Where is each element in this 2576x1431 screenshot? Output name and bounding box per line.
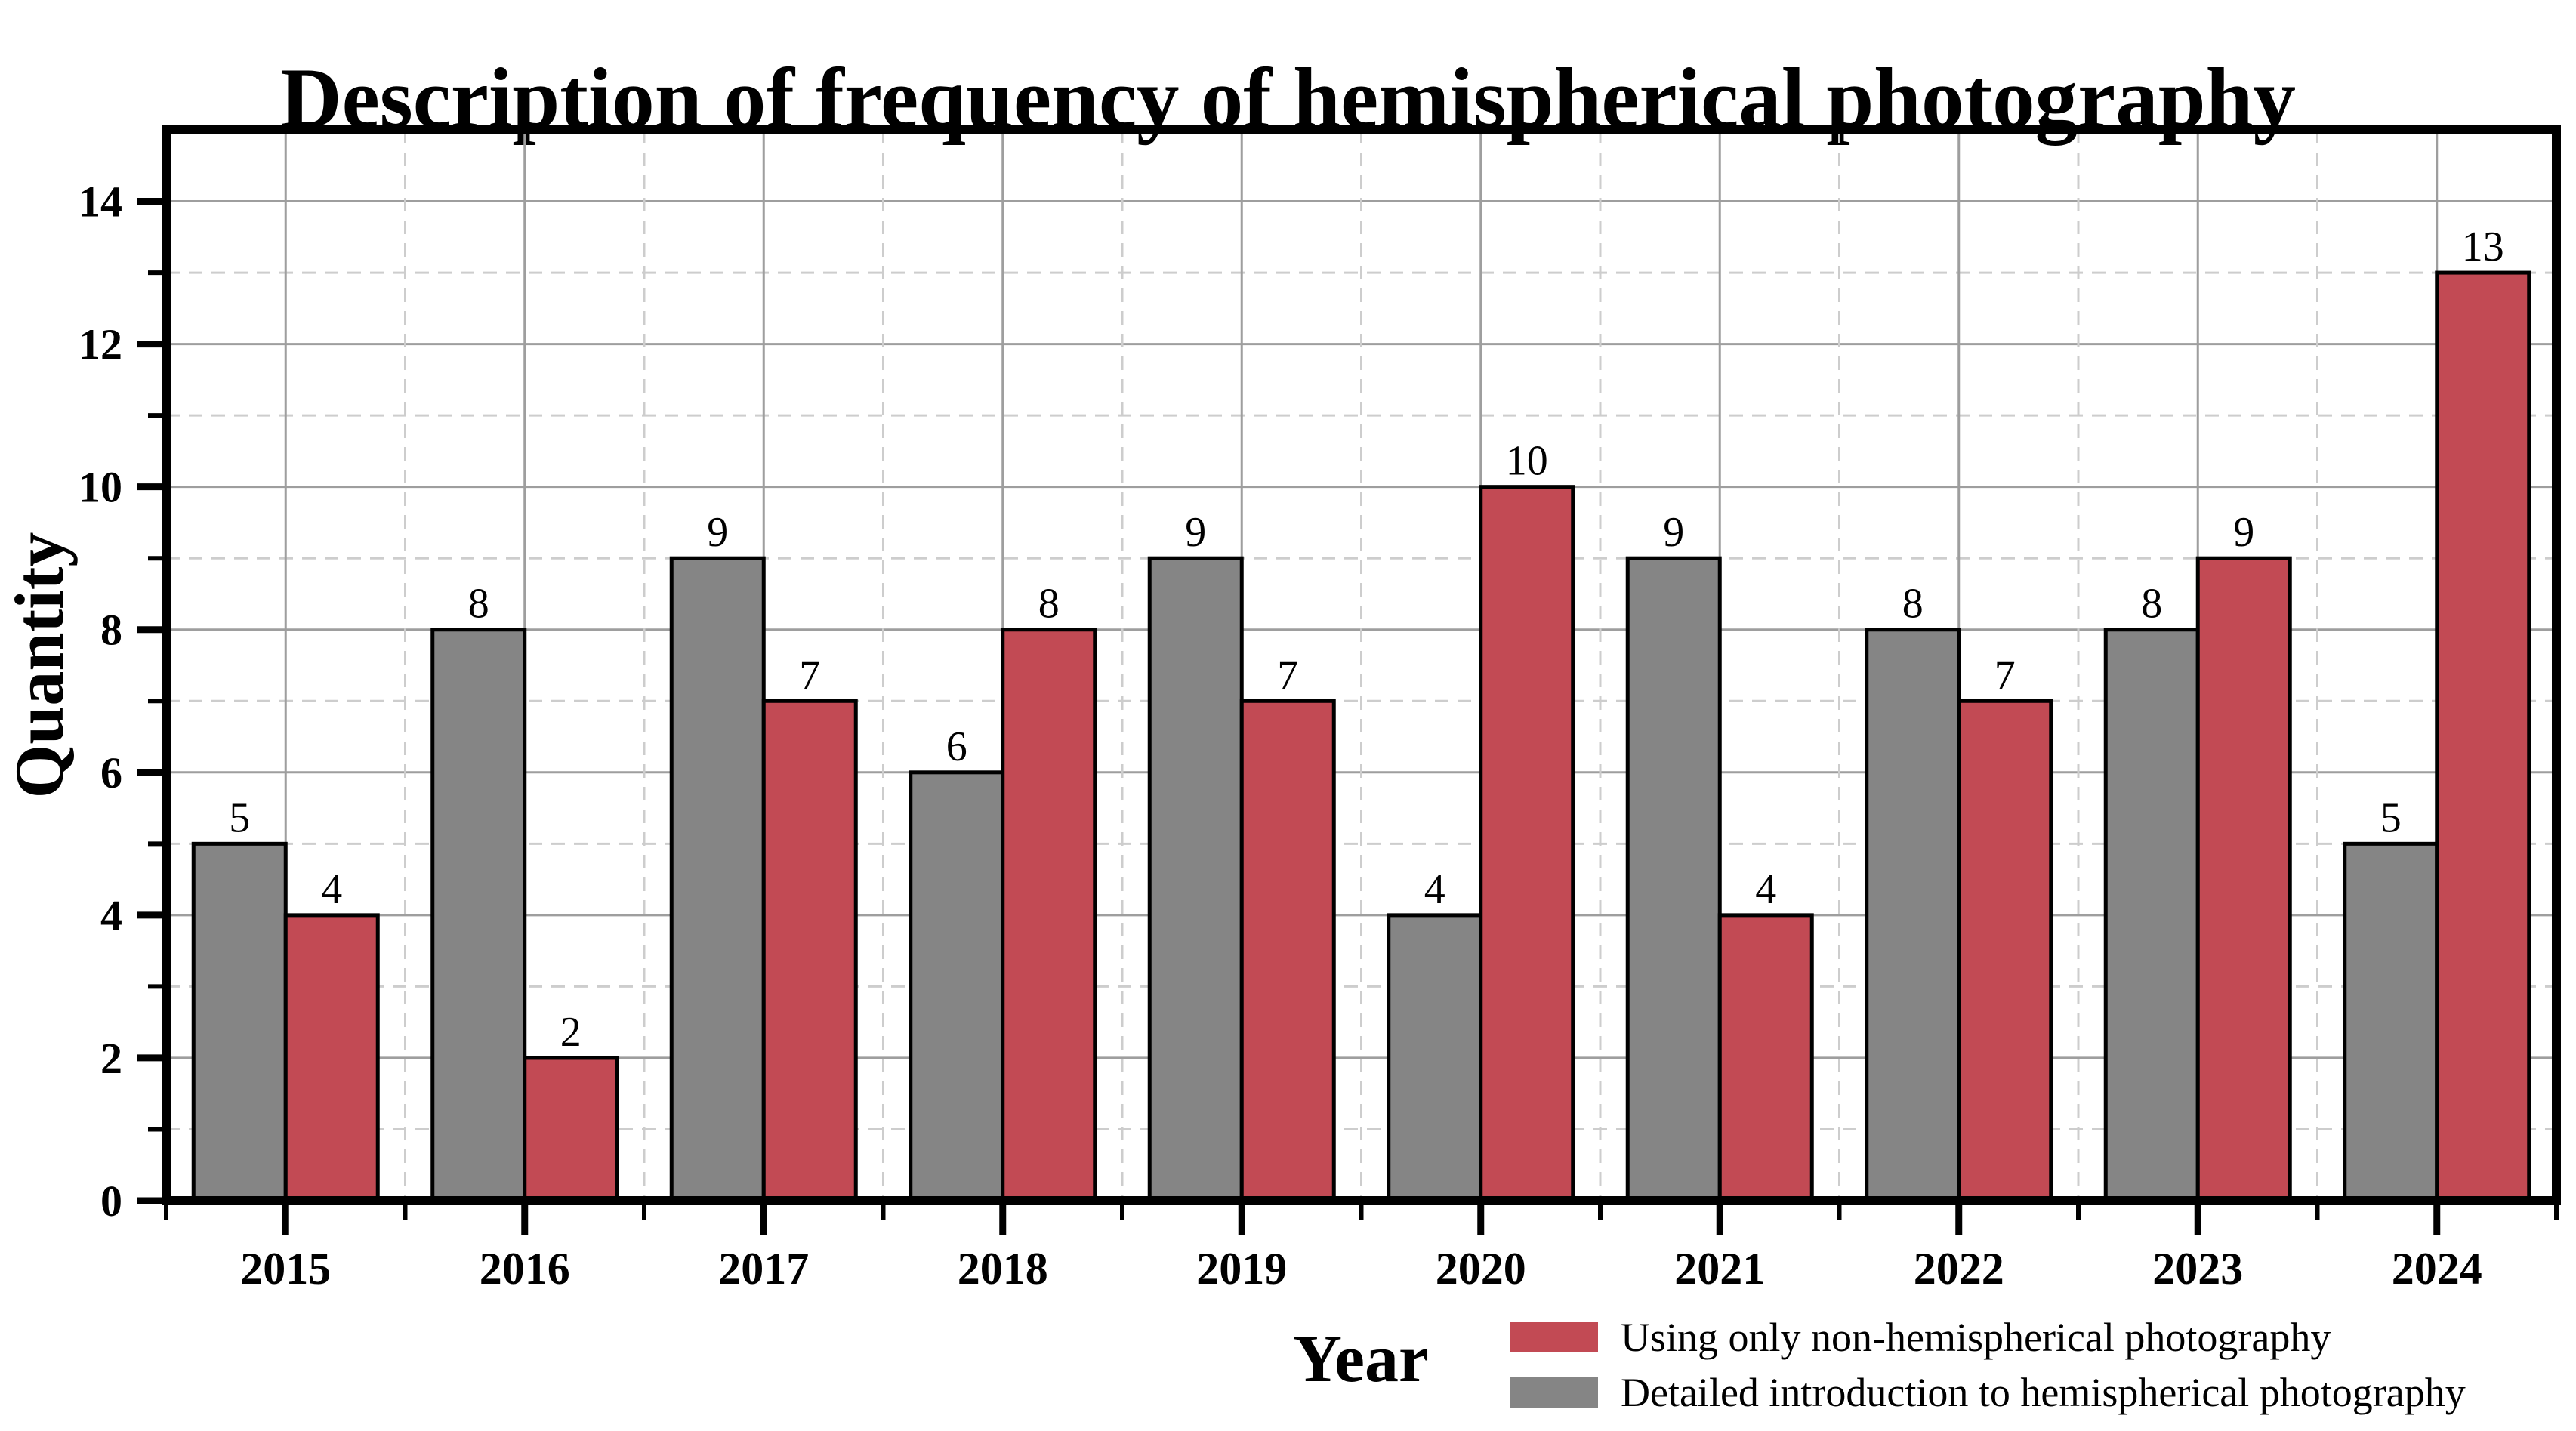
bar-value-label: 10 — [1506, 438, 1548, 485]
x-tick-label: 2016 — [480, 1244, 570, 1294]
bar-gray-2016 — [430, 628, 527, 1203]
bar-red-2015 — [283, 913, 380, 1203]
y-tick-label: 8 — [100, 606, 122, 655]
bar-red-2020 — [1479, 485, 1575, 1203]
bar-value-label: 2 — [560, 1009, 582, 1056]
y-tick-label: 0 — [100, 1177, 122, 1226]
y-tick-label: 2 — [100, 1034, 122, 1083]
bar-value-label: 13 — [2462, 224, 2504, 270]
x-axis-label: Year — [1293, 1322, 1429, 1396]
bar-gray-2017 — [669, 556, 766, 1203]
bar-red-2016 — [523, 1056, 619, 1203]
bar-value-label: 9 — [1663, 509, 1684, 556]
y-tick-label: 14 — [79, 177, 122, 227]
bar-value-label: 4 — [321, 866, 342, 913]
bar-red-2017 — [761, 699, 858, 1203]
y-tick-label: 6 — [100, 748, 122, 797]
bar-gray-2021 — [1625, 556, 1722, 1203]
x-tick-label: 2024 — [2392, 1244, 2482, 1294]
bar-value-label: 8 — [2141, 581, 2162, 628]
y-tick-label: 4 — [100, 891, 122, 940]
bar-red-2021 — [1717, 913, 1814, 1203]
legend-item-gray: Detailed introduction to hemispherical p… — [1510, 1370, 2466, 1415]
x-tick-label: 2017 — [718, 1244, 809, 1294]
legend-swatch-gray-icon — [1510, 1377, 1598, 1408]
bar-gray-2022 — [1865, 628, 1961, 1203]
bar-value-label: 7 — [799, 652, 820, 699]
bar-value-label: 7 — [1277, 652, 1298, 699]
bar-gray-2015 — [191, 841, 288, 1203]
bar-value-label: 5 — [229, 794, 250, 841]
bar-value-label: 7 — [1994, 652, 2016, 699]
bar-red-2019 — [1239, 699, 1336, 1203]
bar-gray-2024 — [2343, 841, 2439, 1203]
bar-gray-2018 — [909, 770, 1005, 1203]
bar-value-label: 4 — [1424, 866, 1445, 913]
x-tick-label: 2021 — [1674, 1244, 1765, 1294]
legend-item-red: Using only non-hemispherical photography — [1510, 1315, 2466, 1360]
bar-value-label: 8 — [468, 581, 489, 628]
bar-gray-2020 — [1387, 913, 1483, 1203]
y-tick-label: 10 — [79, 463, 122, 512]
bar-red-2023 — [2195, 556, 2292, 1203]
legend-swatch-red-icon — [1510, 1322, 1598, 1352]
bar-value-label: 4 — [1755, 866, 1776, 913]
x-tick-label: 2019 — [1196, 1244, 1287, 1294]
bar-value-label: 9 — [707, 509, 728, 556]
x-tick-label: 2023 — [2152, 1244, 2243, 1294]
bar-value-label: 9 — [1185, 509, 1206, 556]
y-tick-label: 12 — [79, 320, 122, 369]
bar-gray-2023 — [2103, 628, 2200, 1203]
x-tick-label: 2020 — [1436, 1244, 1526, 1294]
bar-value-label: 8 — [1038, 581, 1060, 628]
bar-value-label: 9 — [2233, 509, 2254, 556]
bar-value-label: 6 — [946, 723, 967, 770]
x-tick-label: 2015 — [240, 1244, 331, 1294]
plot-border — [162, 125, 2561, 1205]
legend-label-gray: Detailed introduction to hemispherical p… — [1621, 1370, 2466, 1415]
bar-red-2018 — [1001, 628, 1097, 1203]
legend-label-red: Using only non-hemispherical photography — [1621, 1315, 2331, 1360]
y-axis-label: Quantity — [1, 532, 78, 799]
legend: Using only non-hemispherical photography… — [1510, 1315, 2466, 1431]
x-tick-label: 2018 — [958, 1244, 1048, 1294]
bar-value-label: 5 — [2380, 794, 2402, 841]
bar-value-label: 8 — [1902, 581, 1924, 628]
bar-red-2022 — [1957, 699, 2053, 1203]
bar-red-2024 — [2435, 270, 2531, 1203]
bar-gray-2019 — [1147, 556, 1244, 1203]
x-tick-label: 2022 — [1914, 1244, 2004, 1294]
